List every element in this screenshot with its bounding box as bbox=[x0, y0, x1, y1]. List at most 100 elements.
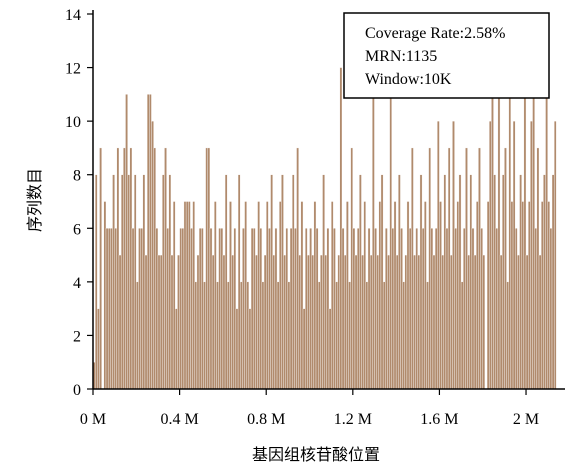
bar bbox=[166, 228, 169, 390]
bar bbox=[512, 120, 516, 390]
bar bbox=[426, 281, 429, 390]
bar bbox=[354, 254, 358, 390]
bar bbox=[253, 228, 256, 390]
legend-coverage-rate: Coverage Rate:2.58% bbox=[365, 25, 505, 42]
legend-window: Window:10K bbox=[365, 71, 452, 88]
bar bbox=[460, 281, 464, 390]
x-tick-label: 0 M bbox=[80, 411, 106, 428]
bar bbox=[339, 67, 343, 390]
bar bbox=[528, 201, 531, 390]
bar bbox=[116, 147, 120, 390]
x-tick-label: 0.8 M bbox=[247, 411, 285, 428]
bar bbox=[138, 228, 141, 390]
bar bbox=[164, 147, 167, 390]
bar bbox=[257, 201, 260, 390]
bar bbox=[333, 228, 336, 390]
bar bbox=[400, 228, 403, 390]
bar bbox=[233, 228, 237, 390]
bar bbox=[415, 228, 418, 390]
bar bbox=[441, 254, 444, 390]
x-tick-label: 0.4 M bbox=[160, 411, 198, 428]
legend-box: Coverage Rate:2.58% MRN:1135 Window:10K bbox=[343, 12, 550, 99]
bar bbox=[361, 254, 364, 390]
bar bbox=[263, 254, 267, 390]
bar bbox=[549, 228, 553, 390]
bar bbox=[307, 254, 310, 390]
bar bbox=[547, 201, 551, 390]
bar bbox=[181, 228, 185, 390]
bar bbox=[302, 308, 306, 390]
x-ticks-group: 0 M 0.4 M 0.8 M 1.2 M 1.6 M 2 M bbox=[80, 389, 539, 428]
bar bbox=[553, 120, 557, 390]
bar bbox=[326, 228, 330, 390]
bar bbox=[129, 147, 133, 390]
bar bbox=[168, 174, 172, 390]
bar bbox=[517, 254, 520, 390]
bar bbox=[261, 281, 265, 390]
bar bbox=[330, 201, 334, 390]
bar bbox=[348, 281, 351, 390]
bar bbox=[177, 254, 180, 390]
bar bbox=[515, 228, 518, 390]
bar bbox=[294, 228, 297, 390]
bar bbox=[190, 228, 193, 390]
bar bbox=[218, 228, 221, 390]
bar bbox=[491, 67, 494, 390]
bar bbox=[411, 147, 414, 390]
bar bbox=[224, 174, 228, 390]
bar bbox=[242, 228, 245, 390]
bar bbox=[259, 228, 263, 390]
bar bbox=[510, 201, 514, 390]
bar bbox=[504, 147, 507, 390]
bar bbox=[489, 120, 492, 390]
x-tick-label: 1.6 M bbox=[420, 411, 458, 428]
bar bbox=[175, 308, 178, 390]
bar bbox=[495, 228, 499, 390]
bar bbox=[192, 201, 195, 390]
bar bbox=[144, 254, 148, 390]
bar bbox=[270, 174, 273, 390]
bar bbox=[372, 94, 375, 390]
bar bbox=[398, 174, 401, 390]
bar bbox=[502, 174, 505, 390]
bar bbox=[452, 120, 455, 390]
bar bbox=[445, 228, 449, 390]
bar bbox=[188, 201, 191, 390]
bar bbox=[439, 201, 442, 390]
bar bbox=[538, 254, 542, 390]
bar bbox=[157, 254, 161, 390]
bar bbox=[480, 228, 483, 390]
bar bbox=[216, 281, 219, 390]
bar bbox=[478, 147, 481, 390]
bar bbox=[543, 174, 546, 390]
bar bbox=[222, 254, 226, 390]
bar bbox=[97, 308, 100, 390]
bar bbox=[305, 228, 308, 390]
bar bbox=[545, 67, 548, 390]
bar bbox=[272, 254, 276, 390]
bar bbox=[237, 174, 241, 390]
bar bbox=[285, 228, 289, 390]
y-tick-label: 14 bbox=[65, 7, 81, 24]
bar bbox=[211, 254, 215, 390]
bar bbox=[458, 174, 462, 390]
bar bbox=[469, 174, 473, 390]
bar bbox=[276, 281, 280, 390]
bar bbox=[346, 201, 349, 390]
bar bbox=[417, 254, 421, 390]
bar bbox=[523, 94, 527, 390]
bar bbox=[393, 201, 397, 390]
bar bbox=[279, 201, 282, 390]
bar bbox=[359, 174, 362, 390]
bar bbox=[499, 254, 503, 390]
bar bbox=[328, 308, 332, 390]
bar bbox=[382, 281, 386, 390]
bar bbox=[220, 228, 224, 390]
bar bbox=[107, 228, 111, 390]
bar bbox=[209, 228, 213, 390]
bar bbox=[391, 228, 395, 390]
bar bbox=[352, 228, 356, 390]
bar bbox=[519, 174, 522, 390]
bar bbox=[471, 228, 475, 390]
bar bbox=[235, 308, 239, 390]
